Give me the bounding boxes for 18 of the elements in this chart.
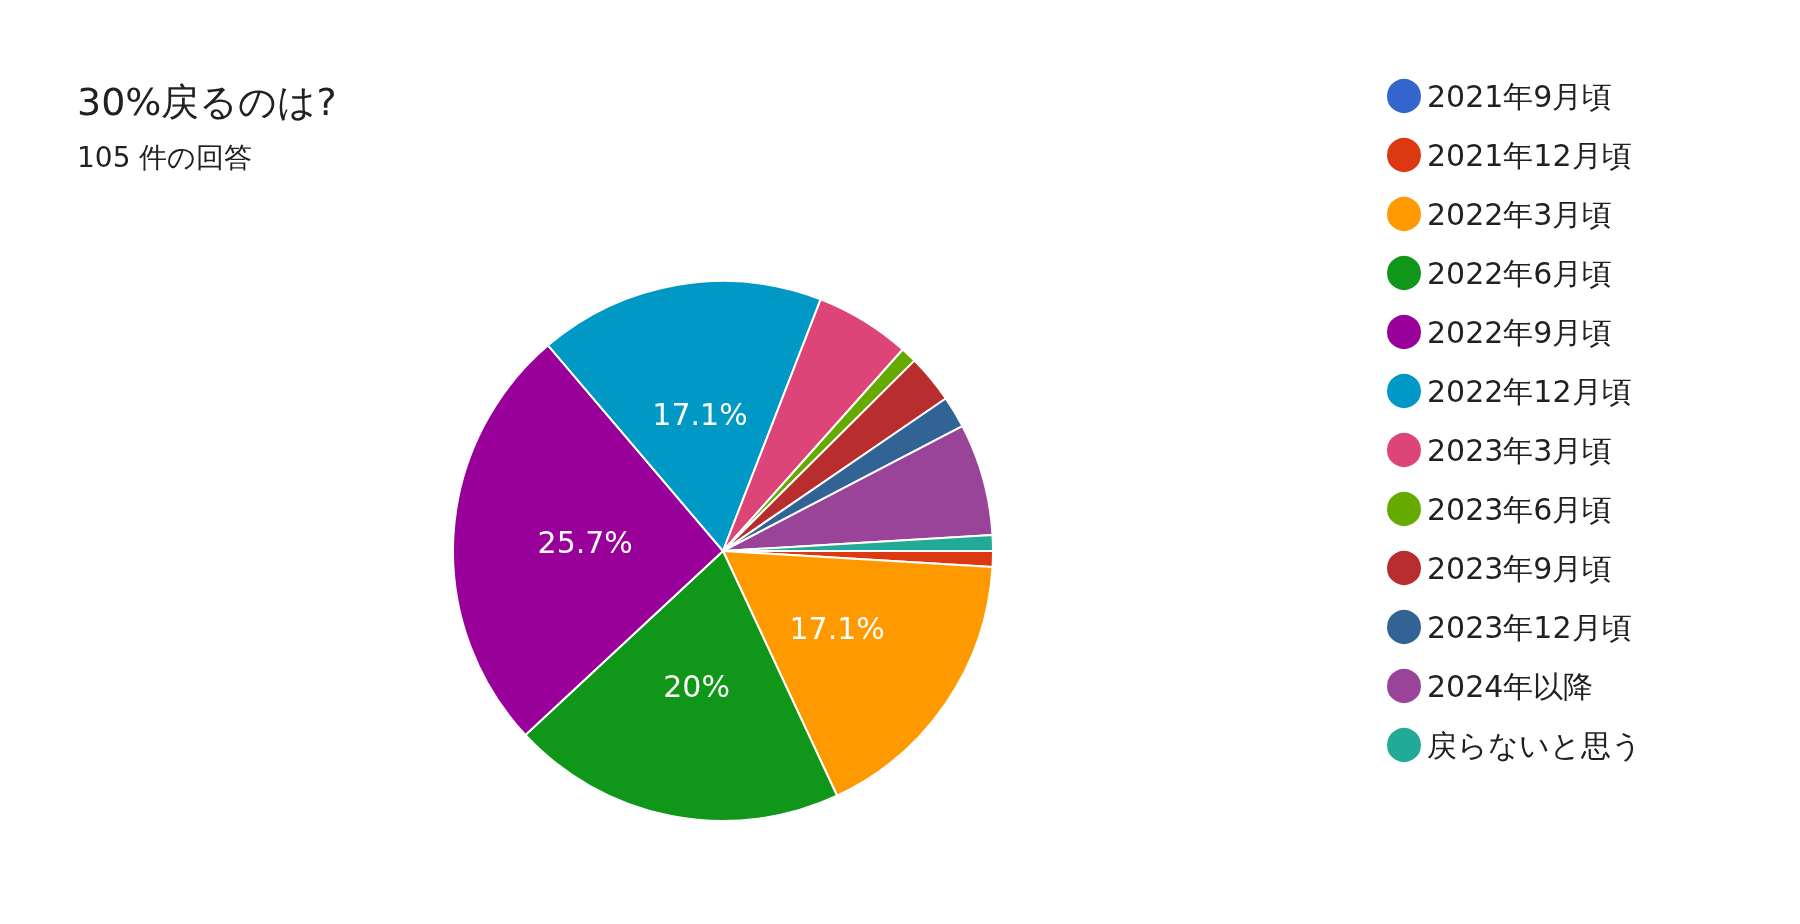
legend-label: 2022年3月頃 bbox=[1427, 196, 1613, 232]
text: 105 件の回答 bbox=[77, 140, 253, 174]
chart-title: 30%戻るのは? bbox=[77, 80, 337, 124]
legend-label: 2021年12月頃 bbox=[1427, 137, 1632, 173]
legend-label: 2023年6月頃 bbox=[1427, 491, 1613, 527]
legend-label: 2022年12月頃 bbox=[1427, 373, 1632, 409]
legend-label: 2023年12月頃 bbox=[1427, 609, 1632, 645]
data-label: 20% bbox=[663, 668, 730, 704]
legend-label: 2024年以降 bbox=[1427, 668, 1594, 704]
legend-label: 2022年6月頃 bbox=[1427, 255, 1613, 291]
legend-label: 2022年9月頃 bbox=[1427, 314, 1613, 350]
legend-label: 2023年9月頃 bbox=[1427, 550, 1613, 586]
data-label: 25.7% bbox=[537, 525, 633, 561]
legend-label: 2021年9月頃 bbox=[1427, 78, 1613, 114]
legend-label: 戻らないと思う bbox=[1427, 727, 1642, 763]
data-label: 17.1% bbox=[789, 611, 885, 647]
legend-label: 2023年3月頃 bbox=[1427, 432, 1613, 468]
data-label: 17.1% bbox=[652, 397, 748, 433]
